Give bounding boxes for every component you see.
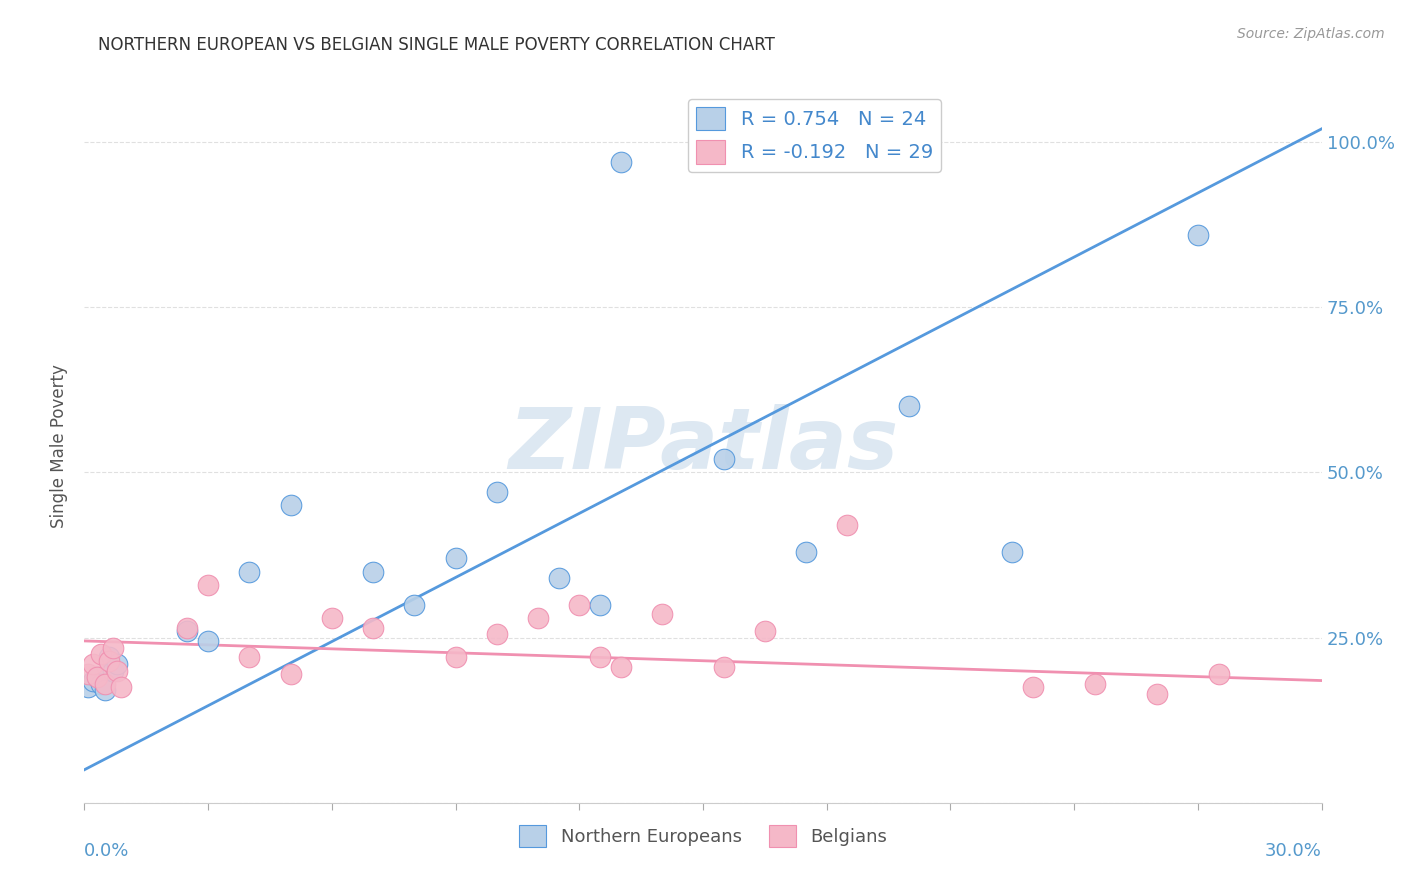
Point — [94, 683, 117, 698]
Legend: Northern Europeans, Belgians: Northern Europeans, Belgians — [512, 818, 894, 855]
Point — [485, 485, 508, 500]
Point — [86, 670, 108, 684]
Point — [1187, 227, 1209, 242]
Point — [837, 518, 859, 533]
Point — [404, 598, 426, 612]
Point — [713, 660, 735, 674]
Point — [898, 400, 921, 414]
Point — [77, 667, 100, 681]
Point — [176, 624, 198, 638]
Point — [103, 640, 125, 655]
Point — [238, 565, 260, 579]
Point — [485, 627, 508, 641]
Point — [176, 621, 198, 635]
Point — [90, 677, 112, 691]
Point — [589, 650, 612, 665]
Point — [361, 565, 384, 579]
Point — [90, 647, 112, 661]
Point — [197, 578, 219, 592]
Point — [713, 452, 735, 467]
Text: Source: ZipAtlas.com: Source: ZipAtlas.com — [1237, 27, 1385, 41]
Point — [609, 660, 631, 674]
Point — [361, 621, 384, 635]
Text: 30.0%: 30.0% — [1265, 842, 1322, 860]
Point — [321, 611, 343, 625]
Point — [110, 680, 132, 694]
Point — [527, 611, 550, 625]
Point — [86, 670, 108, 684]
Point — [444, 650, 467, 665]
Point — [98, 650, 121, 665]
Text: ZIPatlas: ZIPatlas — [508, 404, 898, 488]
Text: 0.0%: 0.0% — [84, 842, 129, 860]
Point — [94, 677, 117, 691]
Point — [98, 654, 121, 668]
Point — [82, 657, 104, 671]
Point — [280, 499, 302, 513]
Point — [794, 545, 817, 559]
Point — [589, 598, 612, 612]
Point — [82, 673, 104, 688]
Point — [1208, 667, 1230, 681]
Point — [280, 667, 302, 681]
Point — [1022, 680, 1045, 694]
Point — [609, 154, 631, 169]
Y-axis label: Single Male Poverty: Single Male Poverty — [51, 364, 69, 528]
Point — [568, 598, 591, 612]
Point — [754, 624, 776, 638]
Point — [77, 680, 100, 694]
Point — [651, 607, 673, 622]
Point — [105, 664, 128, 678]
Point — [1146, 687, 1168, 701]
Point — [103, 664, 125, 678]
Point — [238, 650, 260, 665]
Point — [1084, 677, 1107, 691]
Point — [1001, 545, 1024, 559]
Text: NORTHERN EUROPEAN VS BELGIAN SINGLE MALE POVERTY CORRELATION CHART: NORTHERN EUROPEAN VS BELGIAN SINGLE MALE… — [98, 36, 775, 54]
Point — [547, 571, 569, 585]
Point — [105, 657, 128, 671]
Point — [197, 634, 219, 648]
Point — [444, 551, 467, 566]
